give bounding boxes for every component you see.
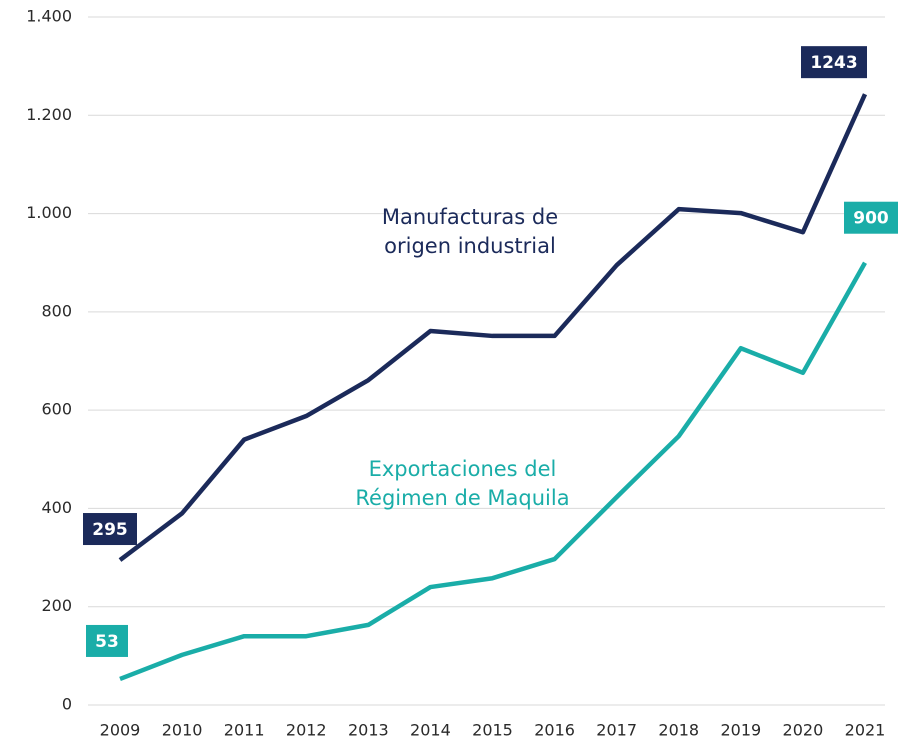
x-tick-label: 2018 (658, 721, 699, 740)
series-annotation: Manufacturas de origen industrial (381, 205, 559, 258)
y-tick-label: 1.000 (26, 203, 72, 222)
line-series (118, 93, 868, 562)
x-tick-label: 2020 (783, 721, 824, 740)
x-tick-label: 2016 (534, 721, 575, 740)
x-tick-label: 2021 (845, 721, 886, 740)
y-tick-label: 0 (62, 695, 72, 714)
data-label: 1243 (810, 53, 857, 73)
series-annotation: Exportaciones del Régimen de Maquila (355, 457, 570, 510)
x-tick-label: 2012 (286, 721, 327, 740)
x-tick-label: 2017 (596, 721, 637, 740)
y-tick-label: 1.400 (26, 7, 72, 26)
data-label: 900 (853, 209, 889, 229)
data-label-box (801, 46, 867, 79)
x-tick-label: 2009 (100, 721, 141, 740)
x-tick-label: 2015 (472, 721, 513, 740)
data-label-box (844, 201, 898, 234)
data-label-box (86, 624, 128, 657)
data-label: 295 (92, 520, 128, 540)
y-tick-label: 800 (41, 301, 72, 320)
x-tick-label: 2019 (720, 721, 761, 740)
x-tick-label: 2011 (224, 721, 265, 740)
x-tick-label: 2013 (348, 721, 389, 740)
y-tick-label: 200 (41, 596, 72, 615)
y-tick-label: 1.200 (26, 105, 72, 124)
x-tick-label: 2010 (162, 721, 203, 740)
data-label: 53 (95, 632, 119, 652)
line-series (119, 261, 867, 682)
x-tick-label: 2014 (410, 721, 451, 740)
y-tick-label: 400 (41, 498, 72, 517)
y-tick-label: 600 (41, 400, 72, 419)
data-label-box (83, 513, 137, 546)
